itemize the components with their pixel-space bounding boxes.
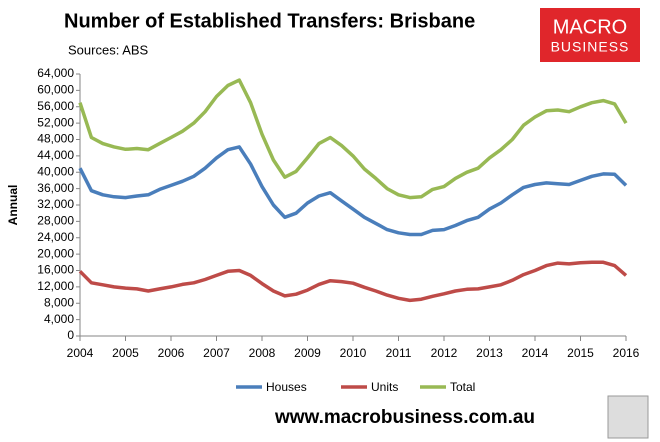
y-tick-label: 64,000 xyxy=(37,66,74,80)
x-tick-label: 2015 xyxy=(567,346,594,360)
y-tick-label: 16,000 xyxy=(37,263,74,277)
y-tick-label: 32,000 xyxy=(37,197,74,211)
x-tick-label: 2004 xyxy=(67,346,94,360)
x-tick-label: 2014 xyxy=(522,346,549,360)
y-tick-label: 24,000 xyxy=(37,230,74,244)
y-tick-label: 0 xyxy=(67,328,74,342)
y-tick-label: 28,000 xyxy=(37,214,74,228)
y-tick-label: 36,000 xyxy=(37,181,74,195)
logo-box xyxy=(540,8,640,62)
y-tick-label: 40,000 xyxy=(37,164,74,178)
y-tick-label: 44,000 xyxy=(37,148,74,162)
y-axis-label: Annual xyxy=(6,185,20,226)
y-tick-label: 20,000 xyxy=(37,246,74,260)
logo-text: MACRO xyxy=(553,16,627,38)
logo-text: BUSINESS xyxy=(551,39,630,55)
x-tick-label: 2008 xyxy=(249,346,276,360)
x-tick-label: 2016 xyxy=(613,346,640,360)
y-tick-label: 48,000 xyxy=(37,132,74,146)
legend-label: Houses xyxy=(266,380,307,394)
chart-title: Number of Established Transfers: Brisban… xyxy=(64,10,475,32)
x-tick-label: 2012 xyxy=(431,346,458,360)
x-tick-label: 2013 xyxy=(476,346,503,360)
x-tick-label: 2009 xyxy=(294,346,321,360)
x-tick-label: 2011 xyxy=(386,346,412,360)
y-tick-label: 8,000 xyxy=(44,295,74,309)
y-tick-label: 4,000 xyxy=(44,312,74,326)
line-series xyxy=(78,260,628,303)
line-series xyxy=(78,78,628,200)
footer: www.macrobusiness.com.au xyxy=(274,407,535,428)
line-series xyxy=(78,145,628,237)
y-tick-label: 60,000 xyxy=(37,83,74,97)
legend-label: Total xyxy=(450,380,475,394)
chart-subtitle: Sources: ABS xyxy=(68,42,149,57)
y-tick-label: 56,000 xyxy=(37,99,74,113)
y-tick-label: 12,000 xyxy=(37,279,74,293)
y-tick-label: 52,000 xyxy=(37,115,74,129)
legend-label: Units xyxy=(371,380,398,394)
x-tick-label: 2007 xyxy=(203,346,230,360)
logo-image xyxy=(607,395,649,439)
x-tick-label: 2005 xyxy=(112,346,139,360)
x-tick-label: 2006 xyxy=(158,346,185,360)
x-tick-label: 2010 xyxy=(340,346,367,360)
